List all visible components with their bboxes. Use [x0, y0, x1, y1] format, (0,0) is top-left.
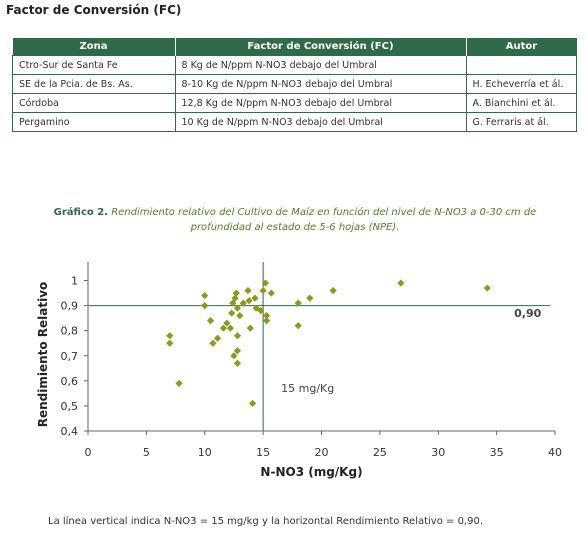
- x-tick-label: 10: [198, 446, 212, 459]
- x-tick-label: 0: [85, 446, 92, 459]
- table-row: Córdoba 12,8 Kg de N/ppm N-NO3 debajo de…: [12, 93, 577, 113]
- data-point: [233, 332, 242, 340]
- conversion-factor-table: Zona Factor de Conversión (FC) Autor Ctr…: [12, 38, 577, 132]
- data-point: [246, 324, 254, 332]
- data-point: [166, 339, 174, 347]
- data-point: [294, 322, 302, 330]
- data-point: [294, 299, 302, 307]
- data-point: [209, 339, 217, 347]
- data-point: [233, 359, 242, 367]
- chart-footnote: La línea vertical indica N-NO3 = 15 mg/k…: [48, 516, 484, 527]
- data-point: [232, 289, 240, 297]
- data-point: [206, 317, 215, 325]
- data-point: [257, 307, 265, 315]
- x-tick-label: 5: [143, 446, 150, 459]
- y-tick-label: 0,8: [61, 325, 79, 338]
- data-point: [267, 289, 275, 297]
- cell-autor: H. Echeverría et ál.: [465, 74, 577, 94]
- cell-zona: Ctro-Sur de Santa Fe: [12, 55, 176, 75]
- data-point: [483, 284, 491, 292]
- x-axis-title: N-NO3 (mg/Kg): [260, 465, 362, 479]
- data-point: [201, 302, 209, 310]
- cell-factor: 10 Kg de N/ppm N-NO3 debajo del Umbral: [174, 112, 467, 132]
- y-tick-label: 0,9: [61, 300, 79, 313]
- y-tick-label: 0,4: [61, 425, 79, 438]
- x-tick-label: 40: [548, 446, 562, 459]
- cell-factor: 8-10 Kg de N/ppm N-NO3 debajo del Umbral: [174, 74, 467, 94]
- data-point: [166, 332, 174, 340]
- x-tick-label: 30: [431, 446, 445, 459]
- x-tick-label: 15: [256, 446, 270, 459]
- y-axis-title: Rendimiento Relativo: [36, 282, 50, 428]
- data-point: [306, 294, 314, 302]
- data-point: [244, 286, 252, 295]
- data-point: [213, 334, 222, 342]
- column-header-autor: Autor: [465, 38, 577, 56]
- table-row: Pergamino 10 Kg de N/ppm N-NO3 debajo de…: [12, 112, 577, 132]
- cell-zona: Pergamino: [12, 112, 176, 132]
- cell-autor: G. Ferraris at ál.: [465, 112, 577, 132]
- x-tick-label: 25: [373, 446, 387, 459]
- cell-zona: Córdoba: [12, 93, 176, 113]
- column-header-factor: Factor de Conversión (FC): [174, 38, 466, 56]
- cell-zona: SE de la Pcia. de Bs. As.: [12, 74, 176, 94]
- cell-factor: 8 Kg de N/ppm N-NO3 debajo del Umbral: [174, 55, 467, 75]
- chart-caption-text: Rendimiento relativo del Cultivo de Maíz…: [111, 207, 537, 233]
- chart-caption-lead: Gráfico 2.: [53, 207, 109, 218]
- data-point: [236, 312, 244, 320]
- y-tick-label: 0,6: [61, 375, 79, 388]
- cell-autor: [465, 55, 577, 75]
- data-point: [201, 291, 209, 300]
- cell-autor: A. Bianchini et ál.: [465, 93, 577, 113]
- table-row: Ctro-Sur de Santa Fe 8 Kg de N/ppm N-NO3…: [12, 55, 577, 75]
- data-point: [175, 379, 183, 387]
- x-tick-label: 35: [490, 446, 504, 459]
- horizontal-line-label: 0,90: [514, 307, 541, 320]
- scatter-chart: 0 5 10 15 20 25 30 35 40 0,4 0,5 0,6 0,7 0,8 0,9 1 15 m…: [36, 262, 562, 479]
- data-point: [263, 317, 271, 325]
- table-row: SE de la Pcia. de Bs. As. 8-10 Kg de N/p…: [12, 74, 577, 94]
- section-title: Factor de Conversión (FC): [6, 3, 182, 17]
- data-point: [230, 352, 238, 360]
- x-tick-label: 20: [315, 446, 329, 459]
- column-header-zona: Zona: [12, 38, 175, 56]
- y-tick-label: 0,7: [61, 350, 79, 363]
- data-point: [397, 279, 405, 287]
- data-point: [329, 286, 337, 295]
- data-point: [249, 399, 257, 408]
- cell-factor: 12,8 Kg de N/ppm N-NO3 debajo del Umbral: [174, 93, 467, 113]
- chart-caption: Gráfico 2. Rendimiento relativo del Cult…: [40, 205, 550, 235]
- data-point: [261, 279, 270, 287]
- vertical-line-label: 15 mg/Kg: [281, 382, 334, 395]
- table-header-row: Zona Factor de Conversión (FC) Autor: [12, 38, 577, 56]
- data-point: [228, 309, 236, 317]
- y-tick-label: 0,5: [61, 400, 79, 413]
- y-tick-label: 1: [71, 275, 78, 288]
- data-point: [233, 347, 242, 355]
- data-point: [259, 286, 267, 295]
